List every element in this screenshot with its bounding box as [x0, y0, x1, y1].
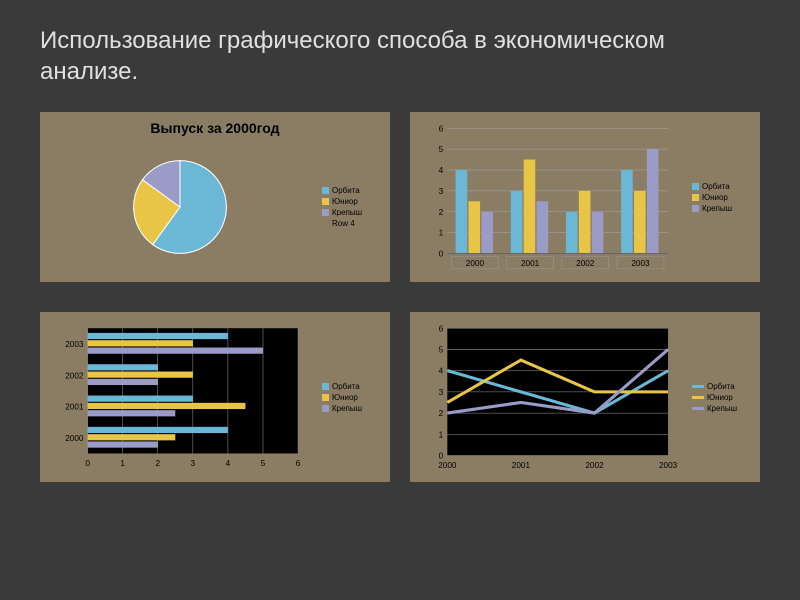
pie-legend: Орбита Юниор Крепыш Row 4 — [312, 140, 382, 274]
svg-text:2002: 2002 — [585, 461, 604, 470]
hbar-legend: Орбита Юниор Крепыш — [312, 320, 382, 474]
legend-label: Юниор — [702, 193, 728, 202]
svg-text:0: 0 — [439, 250, 444, 259]
legend-item: Юниор — [322, 197, 382, 206]
svg-text:6: 6 — [439, 125, 444, 134]
legend-item: Крепыш — [322, 208, 382, 217]
legend-swatch — [692, 183, 699, 190]
legend-swatch — [322, 209, 329, 216]
legend-label: Крепыш — [332, 208, 362, 217]
legend-item: Орбита — [692, 182, 752, 191]
legend-swatch — [692, 194, 699, 201]
svg-text:2: 2 — [155, 459, 160, 468]
legend-swatch — [322, 220, 329, 227]
legend-swatch — [322, 383, 329, 390]
line-plot: 0 1 2 3 4 5 6 2000 2001 2002 2003 — [418, 320, 682, 474]
svg-text:2000: 2000 — [65, 434, 84, 443]
pie-chart-panel: Выпуск за 2000год Орбита Юниор Крепыш Row 4 — [40, 112, 390, 282]
legend-item: Крепыш — [692, 404, 752, 413]
legend-label: Крепыш — [707, 404, 737, 413]
svg-text:2002: 2002 — [576, 259, 595, 268]
svg-text:1: 1 — [439, 431, 444, 440]
svg-text:0: 0 — [85, 459, 90, 468]
line-chart-panel: 0 1 2 3 4 5 6 2000 2001 2002 2003 Орбита Юниор Крепы… — [410, 312, 760, 482]
legend-item: Юниор — [322, 393, 382, 402]
svg-text:2003: 2003 — [659, 461, 678, 470]
legend-label: Юниор — [332, 197, 358, 206]
pie-plot — [48, 140, 312, 274]
legend-item: Крепыш — [322, 404, 382, 413]
svg-text:1: 1 — [439, 229, 444, 238]
legend-label: Крепыш — [332, 404, 362, 413]
legend-label: Row 4 — [332, 219, 355, 228]
hbar-plot: 0 1 2 3 4 5 6 2003 2002 2001 2000 — [48, 320, 312, 474]
charts-grid: Выпуск за 2000год Орбита Юниор Крепыш Row 4… — [0, 102, 800, 492]
legend-label: Орбита — [332, 186, 360, 195]
svg-text:3: 3 — [439, 388, 444, 397]
legend-swatch — [322, 394, 329, 401]
svg-text:3: 3 — [191, 459, 196, 468]
legend-swatch — [692, 205, 699, 212]
legend-label: Юниор — [707, 393, 733, 402]
svg-text:2: 2 — [439, 410, 444, 419]
svg-text:2001: 2001 — [512, 461, 531, 470]
bar-plot: 0 1 2 3 4 5 6 2000 2001 2002 2003 — [418, 120, 682, 274]
legend-label: Орбита — [332, 382, 360, 391]
svg-text:4: 4 — [439, 166, 444, 175]
svg-text:2: 2 — [439, 208, 444, 217]
svg-text:1: 1 — [120, 459, 125, 468]
hbar-chart-panel: 0 1 2 3 4 5 6 2003 2002 2001 2000 Орбита Юниор Крепы… — [40, 312, 390, 482]
svg-text:2000: 2000 — [438, 461, 457, 470]
legend-item: Орбита — [322, 382, 382, 391]
legend-swatch — [692, 396, 704, 399]
legend-item: Row 4 — [322, 219, 382, 228]
legend-label: Юниор — [332, 393, 358, 402]
svg-text:2000: 2000 — [466, 259, 485, 268]
legend-label: Крепыш — [702, 204, 732, 213]
svg-text:2003: 2003 — [65, 340, 84, 349]
svg-text:2001: 2001 — [65, 403, 84, 412]
legend-item: Юниор — [692, 193, 752, 202]
legend-swatch — [692, 407, 704, 410]
bar-legend: Орбита Юниор Крепыш — [682, 120, 752, 274]
svg-text:5: 5 — [261, 459, 266, 468]
svg-text:4: 4 — [226, 459, 231, 468]
pie-chart-title: Выпуск за 2000год — [48, 120, 382, 136]
legend-label: Орбита — [702, 182, 730, 191]
legend-label: Орбита — [707, 382, 735, 391]
slide-title: Использование графического способа в эко… — [0, 0, 800, 102]
svg-text:6: 6 — [439, 325, 444, 334]
legend-swatch — [322, 405, 329, 412]
svg-text:5: 5 — [439, 146, 444, 155]
svg-text:2003: 2003 — [631, 259, 650, 268]
legend-swatch — [692, 385, 704, 388]
legend-swatch — [322, 198, 329, 205]
svg-text:6: 6 — [296, 459, 301, 468]
svg-text:3: 3 — [439, 187, 444, 196]
legend-swatch — [322, 187, 329, 194]
bar-chart-panel: 0 1 2 3 4 5 6 2000 2001 2002 2003 Орбита Юниор Крепы… — [410, 112, 760, 282]
line-legend: Орбита Юниор Крепыш — [682, 320, 752, 474]
legend-item: Юниор — [692, 393, 752, 402]
svg-text:4: 4 — [439, 367, 444, 376]
legend-item: Крепыш — [692, 204, 752, 213]
legend-item: Орбита — [692, 382, 752, 391]
svg-text:0: 0 — [439, 452, 444, 461]
svg-text:2002: 2002 — [65, 372, 84, 381]
svg-text:2001: 2001 — [521, 259, 540, 268]
legend-item: Орбита — [322, 186, 382, 195]
svg-text:5: 5 — [439, 346, 444, 355]
